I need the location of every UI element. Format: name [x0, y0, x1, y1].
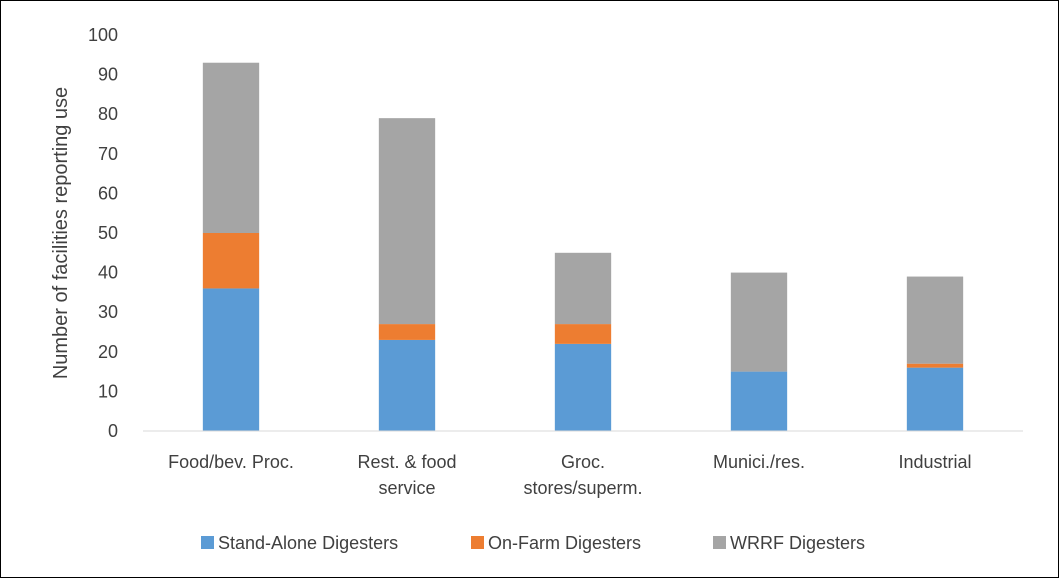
- bar-segment-stand-alone-digesters: [202, 288, 260, 431]
- x-category-label-line: Industrial: [898, 452, 971, 472]
- bar-segment-stand-alone-digesters: [906, 367, 964, 431]
- x-axis-labels: Food/bev. Proc. Rest. & food service Groc. s…: [168, 452, 971, 498]
- bar-segment-on-farm-digesters: [378, 324, 436, 340]
- bar-segment-stand-alone-digesters: [730, 371, 788, 431]
- x-category-label: Rest. & food service: [357, 452, 456, 498]
- y-tick-label: 20: [98, 342, 118, 362]
- bar-segment-stand-alone-digesters: [554, 343, 612, 431]
- bar-segment-on-farm-digesters: [906, 363, 964, 368]
- legend-label: WRRF Digesters: [730, 533, 865, 553]
- x-category-label: Industrial: [898, 452, 971, 472]
- y-tick-label: 30: [98, 302, 118, 322]
- x-category-label: Munici./res.: [713, 452, 805, 472]
- y-tick-label: 10: [98, 381, 118, 401]
- bar-segment-on-farm-digesters: [554, 324, 612, 344]
- y-tick-label: 90: [98, 65, 118, 85]
- legend: Stand-Alone Digesters On-Farm Digesters WR…: [201, 533, 865, 553]
- y-tick-label: 60: [98, 183, 118, 203]
- legend-label: On-Farm Digesters: [488, 533, 641, 553]
- x-category-label: Groc. stores/superm.: [523, 452, 642, 498]
- legend-swatch: [201, 536, 214, 549]
- bar-segment-on-farm-digesters: [202, 233, 260, 289]
- bar-segment-stand-alone-digesters: [378, 339, 436, 431]
- legend-swatch: [713, 536, 726, 549]
- y-tick-label: 0: [108, 421, 118, 441]
- x-category-label-line: Food/bev. Proc.: [168, 452, 294, 472]
- x-category-label-line: service: [378, 478, 435, 498]
- x-category-label-line: stores/superm.: [523, 478, 642, 498]
- bars: [202, 62, 964, 431]
- y-tick-label: 100: [88, 25, 118, 45]
- y-tick-label: 50: [98, 223, 118, 243]
- y-axis-ticks: 0 10 20 30 40 50 60 70 80 90 100: [88, 25, 118, 441]
- bar-segment-wrrf-digesters: [554, 252, 612, 325]
- y-tick-label: 70: [98, 144, 118, 164]
- bar-segment-wrrf-digesters: [202, 62, 260, 233]
- bar-segment-wrrf-digesters: [906, 276, 964, 364]
- bar-segment-wrrf-digesters: [378, 118, 436, 325]
- x-category-label: Food/bev. Proc.: [168, 452, 294, 472]
- x-category-label-line: Groc.: [561, 452, 605, 472]
- legend-swatch: [471, 536, 484, 549]
- x-category-label-line: Munici./res.: [713, 452, 805, 472]
- y-tick-label: 40: [98, 263, 118, 283]
- legend-label: Stand-Alone Digesters: [218, 533, 398, 553]
- bar-segment-wrrf-digesters: [730, 272, 788, 372]
- y-tick-label: 80: [98, 104, 118, 124]
- y-axis-title: Number of facilities reporting use: [50, 87, 72, 379]
- x-category-label-line: Rest. & food: [357, 452, 456, 472]
